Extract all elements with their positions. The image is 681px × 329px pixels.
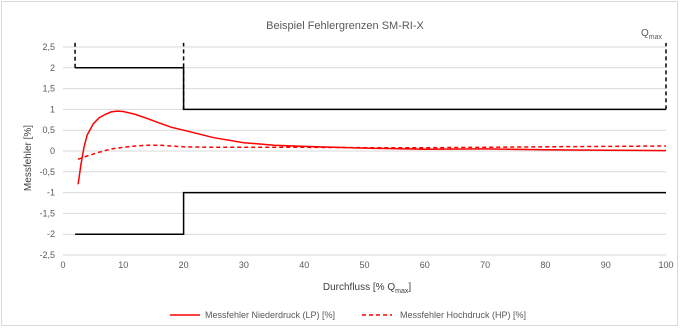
y-tick-label: -2 — [47, 229, 55, 239]
x-tick-label: 100 — [658, 260, 673, 270]
x-tick-labels: 0 10 20 30 40 50 60 70 80 90 100 — [60, 260, 673, 270]
legend: Messfehler Niederdruck (LP) [%] Messfehl… — [170, 310, 526, 320]
grid-layer — [63, 46, 666, 256]
x-axis-title: Durchfluss [% Qmax] — [323, 282, 411, 295]
y-tick-labels: 2,5 2 1,5 1 0,5 0 -0,5 -1 -1,5 -2 -2,5 — [39, 42, 55, 260]
x-tick-label: 70 — [480, 260, 490, 270]
x-axis-title-sub: max — [395, 288, 409, 295]
upper-limit-line — [75, 67, 666, 111]
x-tick-label: 30 — [239, 260, 249, 270]
y-axis-title: Messfehler [%] — [23, 125, 34, 191]
x-tick-label: 90 — [601, 260, 611, 270]
series-line-lp — [77, 110, 667, 185]
legend-label-hp: Messfehler Hochdruck (HP) [%] — [400, 310, 526, 320]
limit-lines — [74, 42, 667, 235]
y-tick-label: 2,5 — [42, 42, 55, 52]
x-tick-label: 80 — [540, 260, 550, 270]
x-tick-label: 50 — [359, 260, 369, 270]
x-tick-label: 40 — [299, 260, 309, 270]
y-tick-label: 0,5 — [42, 125, 55, 135]
series-line-hp — [77, 144, 667, 161]
series-layer — [77, 110, 667, 185]
qmax-sub: max — [649, 34, 663, 41]
y-tick-label: 1,5 — [42, 84, 55, 94]
x-axis-title-main: Durchfluss [% Q — [323, 282, 395, 293]
qmax-main: Q — [641, 28, 649, 39]
qmax-annotation: Qmax — [641, 28, 663, 41]
lower-limit-line — [75, 191, 666, 235]
y-tick-label: -1 — [47, 188, 55, 198]
chart-title: Beispiel Fehlergrenzen SM-RI-X — [266, 20, 424, 32]
y-tick-label: 1 — [50, 104, 55, 114]
x-tick-label: 20 — [179, 260, 189, 270]
y-tick-label: 2 — [50, 63, 55, 73]
y-tick-label: -1,5 — [39, 208, 55, 218]
y-tick-label: 0 — [50, 146, 55, 156]
x-tick-label: 60 — [420, 260, 430, 270]
x-tick-label: 0 — [60, 260, 65, 270]
x-tick-label: 10 — [118, 260, 128, 270]
y-tick-label: -2,5 — [39, 250, 55, 260]
y-tick-label: -0,5 — [39, 167, 55, 177]
x-axis-title-end: ] — [408, 282, 411, 293]
legend-label-lp: Messfehler Niederdruck (LP) [%] — [205, 310, 335, 320]
